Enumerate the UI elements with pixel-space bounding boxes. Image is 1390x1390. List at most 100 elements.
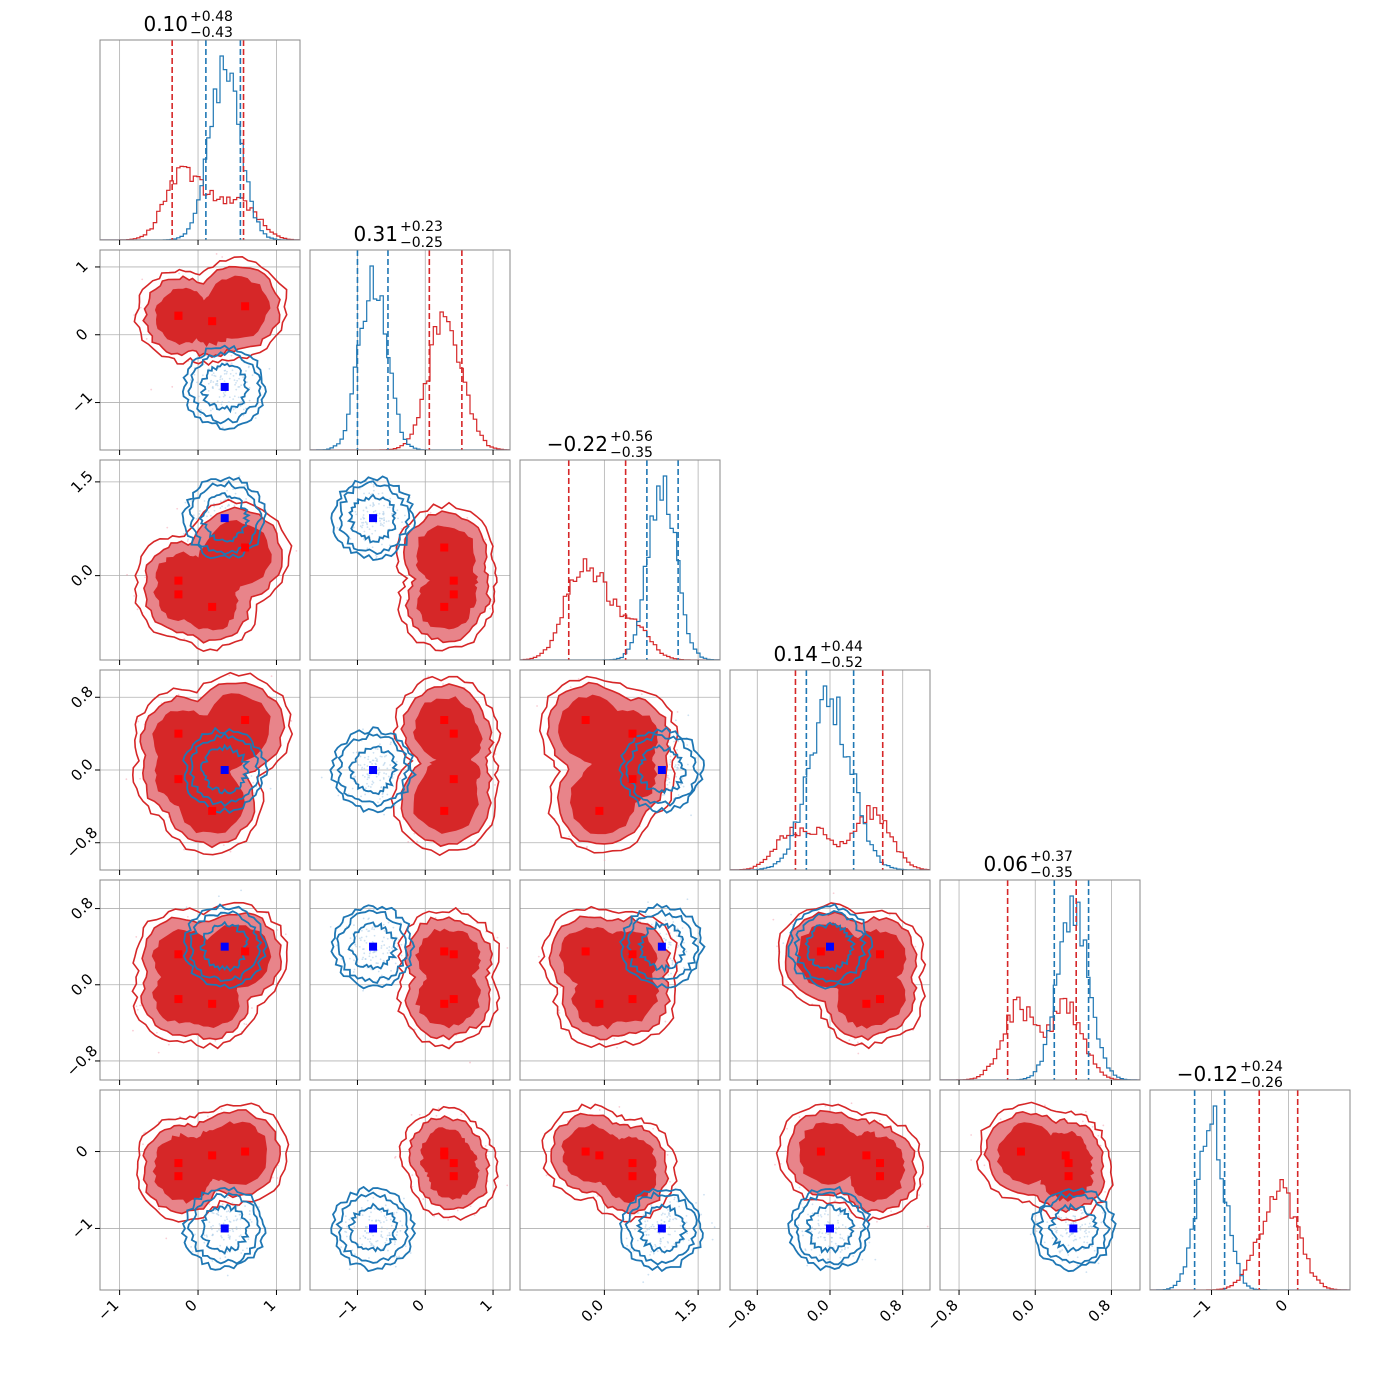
blue-sample-point (660, 1240, 663, 1243)
blue-sample-point (221, 401, 224, 403)
blue-sample-point (380, 944, 383, 947)
red-histogram (940, 996, 1140, 1080)
blue-sample-point (362, 509, 365, 512)
panel-3-2 (519, 669, 721, 875)
blue-sample-point (340, 957, 343, 960)
blue-sample-point (642, 1281, 645, 1284)
red-contour-core (152, 1121, 268, 1204)
panel-frame (519, 459, 721, 661)
red-sample-point (158, 1208, 161, 1210)
blue-sample-point (359, 525, 362, 528)
blue-contour-0 (787, 903, 874, 990)
x-tick-label: 0 (181, 1296, 200, 1315)
blue-sample-point (401, 1224, 404, 1227)
blue-sample-point (368, 952, 371, 955)
red-mode-marker (174, 729, 183, 738)
blue-sample-point (647, 1273, 650, 1276)
blue-sample-point (368, 1257, 370, 1259)
blue-sample-point (379, 779, 382, 782)
panel-4-2 (519, 879, 721, 1085)
panel-5-2: 0.0 1.5 (519, 1089, 721, 1326)
panel-5-1: −1 0 1 (309, 1089, 511, 1324)
blue-sample-point (644, 1230, 647, 1233)
blue-sample-point (358, 487, 361, 490)
blue-sample-point (660, 1219, 663, 1222)
blue-sample-point (225, 361, 228, 363)
blue-sample-point (354, 944, 357, 946)
blue-sample-point (371, 780, 374, 783)
blue-sample-point (253, 792, 255, 795)
blue-sample-point (636, 1239, 639, 1242)
blue-sample-point (224, 507, 227, 509)
blue-sample-point (397, 1208, 399, 1211)
blue-sample-point (676, 748, 678, 751)
red-sample-point (133, 595, 136, 597)
red-mode-marker (628, 950, 637, 959)
blue-sample-point (672, 960, 674, 962)
title-median: 0.10 (143, 12, 188, 36)
blue-sample-point (646, 1220, 649, 1222)
blue-sample-point (375, 775, 378, 778)
red-mode-marker (208, 317, 217, 326)
blue-sample-point (216, 382, 219, 385)
blue-sample-point (218, 396, 221, 398)
blue-sample-point (672, 1218, 675, 1221)
red-sample-point (136, 1008, 139, 1011)
red-sample-point (411, 1185, 414, 1188)
y-tick-label: 0.0 (67, 755, 97, 785)
blue-sample-point (221, 505, 223, 508)
blue-sample-point (362, 514, 365, 516)
blue-sample-point (376, 1239, 379, 1242)
blue-sample-point (353, 1225, 356, 1228)
red-sample-point (506, 947, 509, 949)
red-sample-point (566, 1120, 569, 1122)
blue-sample-point (394, 1265, 397, 1268)
blue-sample-point (248, 1213, 251, 1216)
red-sample-point (494, 753, 497, 755)
blue-sample-point (367, 758, 370, 761)
blue-sample-point (239, 405, 242, 407)
blue-sample-point (682, 785, 685, 788)
blue-sample-point (206, 1235, 208, 1238)
blue-contour-0 (619, 903, 706, 989)
blue-sample-point (666, 1240, 669, 1243)
blue-sample-point (383, 522, 385, 524)
red-sample-point (848, 1039, 851, 1042)
blue-sample-point (185, 906, 188, 909)
blue-sample-point (409, 1252, 412, 1254)
blue-sample-point (245, 498, 248, 500)
blue-contour-0 (330, 904, 416, 990)
red-histogram (520, 558, 720, 660)
blue-sample-point (222, 1238, 225, 1241)
red-mode-marker (595, 806, 604, 815)
red-sample-point (640, 693, 643, 696)
red-contour-outer (136, 1102, 290, 1223)
blue-sample-point (372, 759, 375, 762)
blue-sample-point (394, 962, 397, 965)
red-sample-point (666, 776, 669, 779)
blue-sample-point (386, 1234, 389, 1237)
blue-sample-point (224, 1219, 226, 1222)
blue-sample-point (389, 497, 392, 500)
blue-contour-2 (637, 920, 686, 974)
red-mode-marker (208, 1151, 217, 1160)
y-tick-label: −1 (68, 388, 96, 416)
blue-sample-point (386, 937, 389, 940)
blue-sample-point (677, 767, 680, 770)
blue-sample-point (365, 935, 368, 938)
blue-sample-point (360, 936, 363, 939)
red-mode-marker (241, 947, 250, 956)
blue-sample-point (658, 1232, 661, 1235)
blue-sample-point (235, 388, 238, 391)
blue-sample-point (225, 1210, 228, 1213)
blue-mean-marker (220, 382, 229, 391)
blue-sample-point (217, 1211, 220, 1213)
blue-sample-point (246, 381, 248, 384)
blue-sample-point (782, 942, 785, 945)
blue-sample-point (382, 776, 385, 779)
blue-sample-point (790, 913, 792, 916)
blue-contour-0 (181, 344, 267, 431)
blue-sample-point (674, 719, 677, 722)
red-sample-point (676, 711, 679, 713)
blue-sample-point (386, 1227, 388, 1230)
